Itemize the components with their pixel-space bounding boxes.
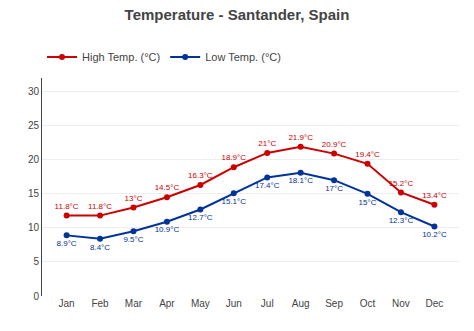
svg-text:18.9°C: 18.9°C <box>222 153 247 162</box>
svg-text:11.8°C: 11.8°C <box>88 202 112 211</box>
svg-text:15: 15 <box>28 188 40 199</box>
svg-text:8.9°C: 8.9°C <box>57 239 77 248</box>
svg-text:17.4°C: 17.4°C <box>255 181 280 190</box>
svg-text:11.8°C: 11.8°C <box>55 202 79 211</box>
svg-text:21°C: 21°C <box>258 139 276 148</box>
svg-text:Dec: Dec <box>426 298 444 309</box>
svg-text:0: 0 <box>33 291 39 302</box>
svg-text:14.5°C: 14.5°C <box>155 183 180 192</box>
svg-text:Jul: Jul <box>261 298 274 309</box>
svg-text:10.9°C: 10.9°C <box>155 225 180 234</box>
svg-text:Temperature - Santander, Spain: Temperature - Santander, Spain <box>125 6 350 23</box>
svg-text:20.9°C: 20.9°C <box>322 140 347 149</box>
svg-text:15.1°C: 15.1°C <box>222 197 247 206</box>
svg-text:16.3°C: 16.3°C <box>188 171 213 180</box>
svg-text:Jan: Jan <box>59 298 75 309</box>
svg-text:5: 5 <box>33 256 39 267</box>
svg-text:12.7°C: 12.7°C <box>188 213 213 222</box>
svg-text:30: 30 <box>28 86 40 97</box>
svg-text:Jun: Jun <box>226 298 242 309</box>
svg-text:15°C: 15°C <box>359 198 377 207</box>
svg-text:Nov: Nov <box>392 298 410 309</box>
svg-text:18.1°C: 18.1°C <box>288 176 313 185</box>
svg-text:20: 20 <box>28 154 40 165</box>
svg-text:15.2°C: 15.2°C <box>389 179 414 188</box>
svg-text:10.2°C: 10.2°C <box>422 230 447 239</box>
svg-text:Sep: Sep <box>325 298 343 309</box>
svg-text:8.4°C: 8.4°C <box>90 243 110 252</box>
svg-text:19.4°C: 19.4°C <box>355 150 380 159</box>
svg-text:Low Temp. (°C): Low Temp. (°C) <box>205 51 281 63</box>
svg-text:17°C: 17°C <box>325 184 343 193</box>
svg-text:10: 10 <box>28 222 40 233</box>
svg-text:May: May <box>191 298 210 309</box>
svg-text:Aug: Aug <box>292 298 310 309</box>
svg-text:High Temp. (°C): High Temp. (°C) <box>82 51 160 63</box>
svg-text:Apr: Apr <box>159 298 175 309</box>
svg-text:21.9°C: 21.9°C <box>288 133 313 142</box>
svg-text:9.5°C: 9.5°C <box>123 235 143 244</box>
svg-text:Feb: Feb <box>91 298 109 309</box>
svg-text:25: 25 <box>28 120 40 131</box>
svg-text:13°C: 13°C <box>125 194 143 203</box>
svg-text:Mar: Mar <box>125 298 143 309</box>
svg-text:12.3°C: 12.3°C <box>389 216 414 225</box>
svg-text:Oct: Oct <box>360 298 376 309</box>
svg-text:13.4°C: 13.4°C <box>422 191 447 200</box>
